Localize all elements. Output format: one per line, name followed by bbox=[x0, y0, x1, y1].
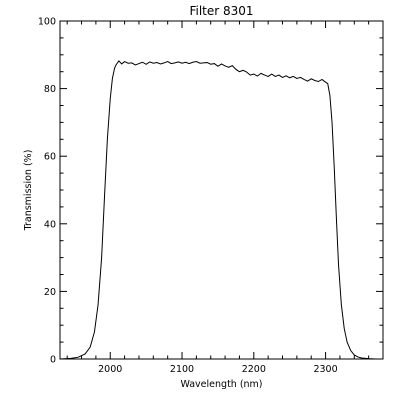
y-axis-label: Transmission (%) bbox=[23, 150, 34, 232]
x-tick-label: 2200 bbox=[242, 364, 266, 375]
x-axis-label: Wavelength (nm) bbox=[180, 379, 262, 390]
y-tick-label: 60 bbox=[44, 152, 56, 163]
chart-title: Filter 8301 bbox=[189, 4, 253, 18]
y-tick-label: 20 bbox=[44, 287, 56, 298]
y-tick-label: 40 bbox=[44, 219, 56, 230]
plot-area: 2000 2100 2200 2300 0 20 40 60 80 100 bbox=[38, 17, 384, 375]
x-tick-label: 2300 bbox=[313, 364, 337, 375]
x-tick-label: 2100 bbox=[170, 364, 194, 375]
y-tick-label: 0 bbox=[50, 355, 56, 366]
y-tick-label: 80 bbox=[44, 84, 56, 95]
plot-frame bbox=[59, 20, 384, 360]
series-transmission-line bbox=[59, 60, 383, 360]
y-tick-label: 100 bbox=[38, 17, 56, 28]
x-tick-label: 2000 bbox=[98, 364, 122, 375]
y-axis: 0 20 40 60 80 100 bbox=[38, 17, 383, 366]
x-axis: 2000 2100 2200 2300 bbox=[66, 21, 384, 375]
